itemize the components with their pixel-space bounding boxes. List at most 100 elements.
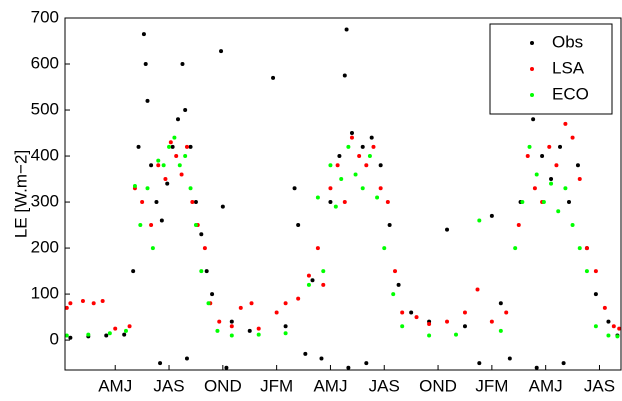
point (167, 144, 172, 149)
point (283, 301, 288, 306)
point (400, 324, 405, 329)
y-tick-label: 400 (31, 146, 59, 165)
point (319, 356, 324, 361)
y-tick-label: 600 (31, 53, 59, 72)
point (65, 305, 69, 310)
point (584, 269, 589, 274)
point (375, 195, 380, 200)
y-tick-label: 200 (31, 238, 59, 257)
point (445, 227, 450, 232)
point (303, 351, 308, 356)
point (516, 223, 521, 228)
point (489, 213, 494, 218)
point (328, 163, 333, 168)
point (321, 269, 326, 274)
point (477, 361, 482, 366)
point (525, 154, 530, 159)
point (104, 333, 109, 338)
legend-marker (530, 67, 534, 71)
legend-label: ECO (552, 84, 589, 103)
point (163, 177, 168, 182)
x-tick-label: AMJ (529, 376, 563, 395)
point (328, 200, 333, 205)
point (353, 172, 358, 177)
point (602, 305, 607, 310)
point (113, 326, 118, 331)
point (296, 223, 301, 228)
point (462, 310, 467, 315)
point (292, 186, 297, 191)
x-tick-label: OND (419, 376, 457, 395)
point (566, 200, 571, 205)
x-tick-label: JAS (153, 376, 184, 395)
point (563, 121, 568, 126)
point (179, 172, 184, 177)
point (183, 154, 188, 159)
point (283, 324, 288, 329)
y-tick-label: 700 (31, 7, 59, 26)
point (453, 332, 458, 337)
point (396, 282, 401, 287)
point (342, 200, 347, 205)
x-tick-label: AMJ (313, 376, 347, 395)
point (127, 324, 132, 329)
point (563, 186, 568, 191)
point (168, 140, 173, 145)
y-tick-label: 100 (31, 284, 59, 303)
point (150, 246, 155, 251)
point (206, 301, 211, 306)
point (346, 365, 351, 370)
point (549, 181, 554, 186)
point (346, 144, 351, 149)
point (504, 310, 509, 315)
point (489, 319, 494, 324)
point (159, 218, 164, 223)
point (360, 144, 365, 149)
point (274, 310, 279, 315)
point (217, 319, 222, 324)
point (575, 163, 580, 168)
point (540, 154, 545, 159)
point (364, 361, 369, 366)
point (271, 75, 276, 80)
point (414, 315, 419, 320)
point (229, 319, 234, 324)
point (507, 356, 512, 361)
point (188, 144, 193, 149)
x-tick-label: JFM (475, 376, 508, 395)
point (306, 273, 311, 278)
y-tick-label: 0 (50, 330, 59, 349)
point (100, 298, 105, 303)
point (549, 177, 554, 182)
legend-box (489, 23, 613, 115)
point (224, 365, 229, 370)
point (68, 301, 73, 306)
point (161, 163, 166, 168)
point (427, 333, 432, 338)
point (570, 223, 575, 228)
point (220, 204, 225, 209)
point (378, 163, 383, 168)
legend-label: Obs (552, 32, 583, 51)
point (193, 223, 198, 228)
point (577, 177, 582, 182)
point (141, 32, 146, 37)
point (184, 144, 189, 149)
point (360, 186, 365, 191)
y-tick-label: 500 (31, 100, 59, 119)
point (165, 181, 170, 186)
point (349, 131, 354, 136)
point (344, 27, 349, 32)
point (175, 117, 180, 122)
point (210, 292, 215, 297)
point (229, 333, 234, 338)
point (391, 292, 396, 297)
point (86, 332, 91, 337)
point (170, 144, 175, 149)
legend-marker (530, 41, 534, 45)
point (132, 183, 137, 188)
point (339, 177, 344, 182)
point (107, 331, 112, 336)
point (617, 326, 621, 331)
